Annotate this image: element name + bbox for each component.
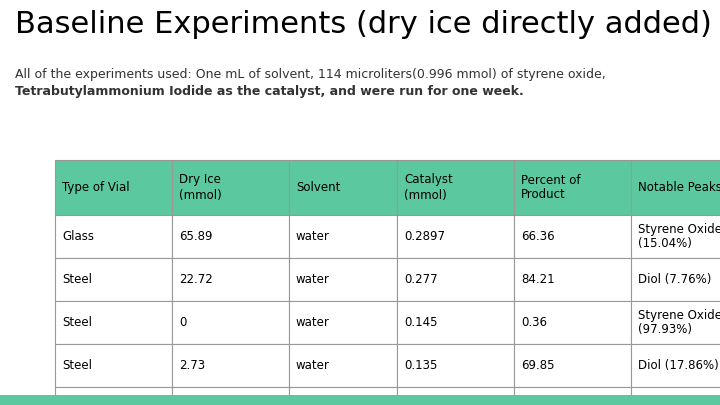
Bar: [514, 215, 631, 258]
Bar: [289, 344, 397, 387]
Bar: [631, 258, 720, 301]
Text: 0.145: 0.145: [404, 316, 438, 329]
Bar: [397, 215, 514, 258]
Bar: [0, 395, 720, 405]
Text: 22.72: 22.72: [179, 273, 212, 286]
Bar: [172, 215, 289, 258]
Bar: [397, 160, 514, 215]
Bar: [172, 344, 289, 387]
Bar: [631, 301, 720, 344]
Text: 65.89: 65.89: [179, 230, 212, 243]
Bar: [289, 215, 397, 258]
Bar: [289, 160, 397, 215]
Text: Diol (7.76%): Diol (7.76%): [638, 273, 711, 286]
Text: Diol (17.86%): Diol (17.86%): [638, 359, 719, 372]
Bar: [289, 301, 397, 344]
Text: Notable Peaks: Notable Peaks: [638, 181, 720, 194]
Text: Dry Ice
(mmol): Dry Ice (mmol): [179, 173, 222, 202]
Bar: [514, 301, 631, 344]
Text: 0.36: 0.36: [521, 316, 547, 329]
Text: Steel: Steel: [62, 402, 92, 405]
Text: 66.36: 66.36: [521, 230, 554, 243]
Text: water: water: [296, 316, 330, 329]
Bar: [55, 215, 172, 258]
Bar: [514, 160, 631, 215]
Bar: [172, 387, 289, 405]
Bar: [514, 258, 631, 301]
Text: Glass: Glass: [62, 230, 94, 243]
Text: Steel: Steel: [62, 273, 92, 286]
Text: 74.6: 74.6: [521, 402, 547, 405]
Bar: [289, 258, 397, 301]
Text: Catalyst
(mmol): Catalyst (mmol): [404, 173, 453, 202]
Text: Type of Vial: Type of Vial: [62, 181, 130, 194]
Bar: [55, 301, 172, 344]
Bar: [397, 344, 514, 387]
Text: Steel: Steel: [62, 359, 92, 372]
Bar: [631, 387, 720, 405]
Text: 0.179: 0.179: [404, 402, 438, 405]
Bar: [172, 301, 289, 344]
Text: 0.2897: 0.2897: [404, 230, 445, 243]
Bar: [55, 387, 172, 405]
Bar: [631, 160, 720, 215]
Bar: [55, 160, 172, 215]
Bar: [631, 215, 720, 258]
Bar: [55, 258, 172, 301]
Text: 69.85: 69.85: [521, 359, 554, 372]
Text: Steel: Steel: [62, 316, 92, 329]
Text: 2.73: 2.73: [179, 359, 205, 372]
Text: 0: 0: [179, 316, 186, 329]
Bar: [172, 258, 289, 301]
Text: Styrene Oxide
(23.41%): Styrene Oxide (23.41%): [638, 394, 720, 405]
Text: Styrene Oxide
(97.93%): Styrene Oxide (97.93%): [638, 309, 720, 337]
Text: Styrene Oxide
(15.04%): Styrene Oxide (15.04%): [638, 222, 720, 251]
Bar: [172, 160, 289, 215]
Text: All of the experiments used: One mL of solvent, 114 microliters(0.996 mmol) of s: All of the experiments used: One mL of s…: [15, 68, 606, 81]
Text: 0.277: 0.277: [404, 273, 438, 286]
Text: 0.135: 0.135: [404, 359, 437, 372]
Text: none: none: [296, 402, 325, 405]
Text: Tetrabutylammonium Iodide as the catalyst, and were run for one week.: Tetrabutylammonium Iodide as the catalys…: [15, 85, 523, 98]
Bar: [289, 387, 397, 405]
Text: water: water: [296, 359, 330, 372]
Bar: [514, 387, 631, 405]
Text: Percent of
Product: Percent of Product: [521, 173, 580, 202]
Text: water: water: [296, 230, 330, 243]
Bar: [514, 344, 631, 387]
Bar: [397, 258, 514, 301]
Bar: [397, 387, 514, 405]
Text: water: water: [296, 273, 330, 286]
Bar: [631, 344, 720, 387]
Text: 84.21: 84.21: [521, 273, 554, 286]
Text: Solvent: Solvent: [296, 181, 341, 194]
Bar: [55, 344, 172, 387]
Bar: [397, 301, 514, 344]
Text: 22.72: 22.72: [179, 402, 212, 405]
Text: Baseline Experiments (dry ice directly added): Baseline Experiments (dry ice directly a…: [15, 10, 712, 39]
